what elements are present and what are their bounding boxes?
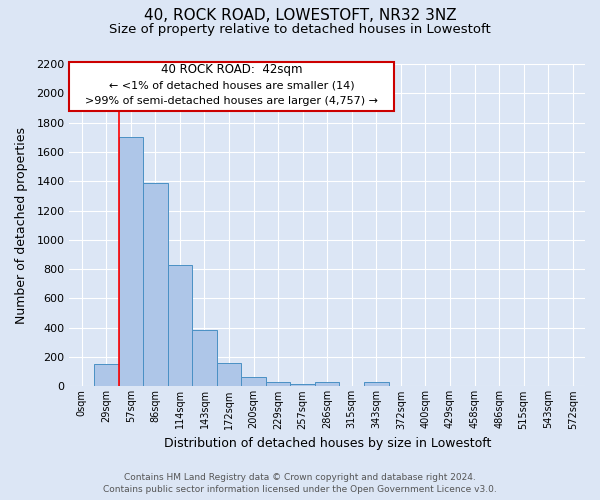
Bar: [315, 382, 340, 386]
Bar: [119, 138, 143, 386]
X-axis label: Distribution of detached houses by size in Lowestoft: Distribution of detached houses by size …: [164, 437, 491, 450]
Text: Contains public sector information licensed under the Open Government Licence v3: Contains public sector information licen…: [103, 484, 497, 494]
Text: Size of property relative to detached houses in Lowestoft: Size of property relative to detached ho…: [109, 22, 491, 36]
Bar: [143, 182, 167, 386]
Bar: [94, 364, 119, 386]
Text: >99% of semi-detached houses are larger (4,757) →: >99% of semi-detached houses are larger …: [85, 96, 379, 106]
Text: 40 ROCK ROAD:  42sqm: 40 ROCK ROAD: 42sqm: [161, 64, 302, 76]
Text: Contains HM Land Registry data © Crown copyright and database right 2024.: Contains HM Land Registry data © Crown c…: [124, 473, 476, 482]
Bar: [167, 265, 192, 386]
Text: 40, ROCK ROAD, LOWESTOFT, NR32 3NZ: 40, ROCK ROAD, LOWESTOFT, NR32 3NZ: [143, 8, 457, 22]
Bar: [241, 377, 266, 386]
Bar: [290, 384, 315, 386]
Bar: [192, 330, 217, 386]
Bar: [217, 363, 241, 386]
Bar: [266, 382, 290, 386]
Bar: [364, 382, 389, 386]
Y-axis label: Number of detached properties: Number of detached properties: [15, 126, 28, 324]
Text: ← <1% of detached houses are smaller (14): ← <1% of detached houses are smaller (14…: [109, 80, 355, 90]
